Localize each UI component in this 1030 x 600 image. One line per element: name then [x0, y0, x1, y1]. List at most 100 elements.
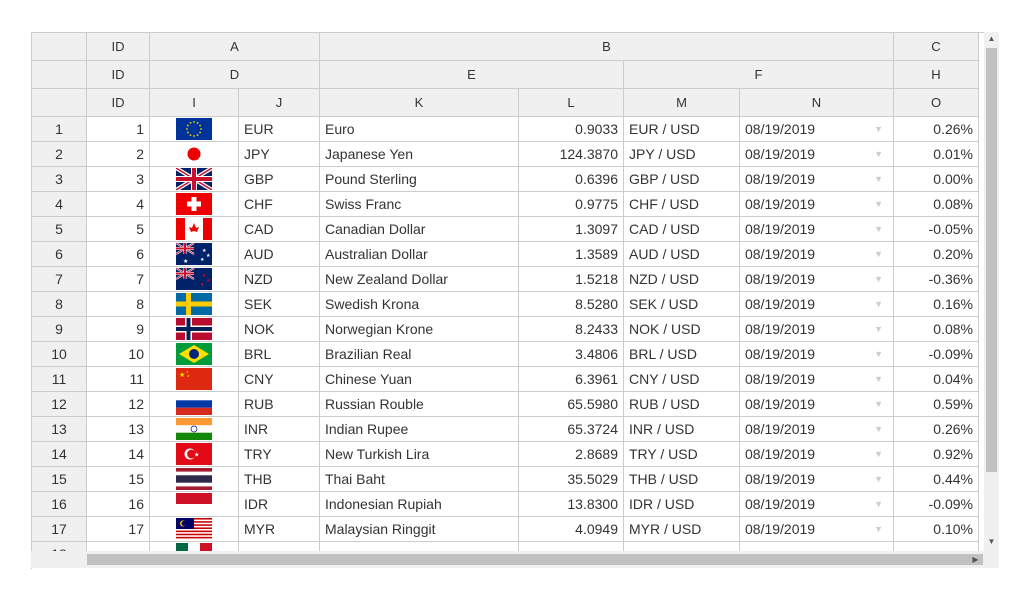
id-cell[interactable]: 6: [87, 242, 150, 267]
dropdown-arrow-icon[interactable]: ▼: [874, 524, 883, 534]
currency-name-cell[interactable]: Swedish Krona: [320, 292, 519, 317]
id-cell[interactable]: 8: [87, 292, 150, 317]
rate-cell[interactable]: 8.2433: [519, 317, 624, 342]
row-header-cell[interactable]: 3: [32, 167, 87, 192]
rate-cell[interactable]: 3.4806: [519, 342, 624, 367]
currency-name-cell[interactable]: Japanese Yen: [320, 142, 519, 167]
date-cell[interactable]: 08/19/2019 ▼: [740, 517, 894, 542]
currency-name-cell[interactable]: Russian Rouble: [320, 392, 519, 417]
date-cell[interactable]: 08/19/2019 ▼: [740, 467, 894, 492]
currency-name-cell[interactable]: New Zealand Dollar: [320, 267, 519, 292]
currency-code-cell[interactable]: IDR: [239, 492, 320, 517]
currency-name-cell[interactable]: Euro: [320, 117, 519, 142]
id-cell[interactable]: 7: [87, 267, 150, 292]
flag-cell[interactable]: [150, 142, 239, 167]
date-cell[interactable]: 08/19/2019 ▼: [740, 292, 894, 317]
currency-code-cell[interactable]: GBP: [239, 167, 320, 192]
date-cell[interactable]: 08/19/2019 ▼: [740, 367, 894, 392]
dropdown-arrow-icon[interactable]: ▼: [874, 449, 883, 459]
scroll-up-icon[interactable]: ▲: [987, 34, 996, 43]
row-header-cell[interactable]: 8: [32, 292, 87, 317]
date-cell[interactable]: 08/19/2019 ▼: [740, 217, 894, 242]
horizontal-scroll-thumb[interactable]: [87, 554, 983, 565]
change-cell[interactable]: 0.20%: [894, 242, 979, 267]
horizontal-scrollbar[interactable]: ▶: [31, 551, 999, 568]
change-cell[interactable]: -0.05%: [894, 217, 979, 242]
rate-cell[interactable]: 0.9775: [519, 192, 624, 217]
currency-name-cell[interactable]: Chinese Yuan: [320, 367, 519, 392]
corner-header-cell[interactable]: [32, 61, 87, 89]
currency-name-cell[interactable]: Australian Dollar: [320, 242, 519, 267]
change-cell[interactable]: 0.00%: [894, 167, 979, 192]
currency-name-cell[interactable]: Thai Baht: [320, 467, 519, 492]
flag-cell[interactable]: ★ ★ ★: [150, 367, 239, 392]
dropdown-arrow-icon[interactable]: ▼: [874, 274, 883, 284]
change-cell[interactable]: 0.26%: [894, 117, 979, 142]
id-cell[interactable]: 2: [87, 142, 150, 167]
scroll-right-icon[interactable]: ▶: [972, 555, 979, 564]
change-cell[interactable]: 0.08%: [894, 317, 979, 342]
flag-cell[interactable]: ★: [150, 442, 239, 467]
pair-cell[interactable]: NZD / USD: [624, 267, 740, 292]
dropdown-arrow-icon[interactable]: ▼: [874, 424, 883, 434]
id-cell[interactable]: 12: [87, 392, 150, 417]
pair-cell[interactable]: NOK / USD: [624, 317, 740, 342]
flag-cell[interactable]: [150, 342, 239, 367]
pair-cell[interactable]: GBP / USD: [624, 167, 740, 192]
flag-cell[interactable]: [150, 392, 239, 417]
rate-cell[interactable]: 65.3724: [519, 417, 624, 442]
pair-cell[interactable]: BRL / USD: [624, 342, 740, 367]
currency-name-cell[interactable]: New Turkish Lira: [320, 442, 519, 467]
row-header-cell[interactable]: 1: [32, 117, 87, 142]
row-header-cell[interactable]: 10: [32, 342, 87, 367]
rate-cell[interactable]: 4.0949: [519, 517, 624, 542]
column-header-cell[interactable]: O: [894, 89, 979, 117]
date-cell[interactable]: 08/19/2019 ▼: [740, 142, 894, 167]
id-cell[interactable]: 4: [87, 192, 150, 217]
column-header-cell[interactable]: E: [320, 61, 624, 89]
rate-cell[interactable]: 8.5280: [519, 292, 624, 317]
currency-code-cell[interactable]: NZD: [239, 267, 320, 292]
change-cell[interactable]: 0.04%: [894, 367, 979, 392]
change-cell[interactable]: 0.10%: [894, 517, 979, 542]
row-header-cell[interactable]: 17: [32, 517, 87, 542]
id-cell[interactable]: 13: [87, 417, 150, 442]
change-cell[interactable]: 0.08%: [894, 192, 979, 217]
corner-header-cell[interactable]: [32, 33, 87, 61]
date-cell[interactable]: 08/19/2019 ▼: [740, 192, 894, 217]
currency-code-cell[interactable]: RUB: [239, 392, 320, 417]
currency-code-cell[interactable]: SEK: [239, 292, 320, 317]
change-cell[interactable]: 0.59%: [894, 392, 979, 417]
row-header-cell[interactable]: 9: [32, 317, 87, 342]
row-header-cell[interactable]: 16: [32, 492, 87, 517]
change-cell[interactable]: -0.09%: [894, 342, 979, 367]
id-cell[interactable]: 9: [87, 317, 150, 342]
row-header-cell[interactable]: 15: [32, 467, 87, 492]
rate-cell[interactable]: 1.3589: [519, 242, 624, 267]
pair-cell[interactable]: THB / USD: [624, 467, 740, 492]
rate-cell[interactable]: 1.5218: [519, 267, 624, 292]
id-cell[interactable]: 10: [87, 342, 150, 367]
dropdown-arrow-icon[interactable]: ▼: [874, 199, 883, 209]
date-cell[interactable]: 08/19/2019 ▼: [740, 317, 894, 342]
column-header-cell[interactable]: D: [150, 61, 320, 89]
flag-cell[interactable]: [150, 417, 239, 442]
column-header-cell[interactable]: J: [239, 89, 320, 117]
corner-header-cell[interactable]: [32, 89, 87, 117]
column-header-cell[interactable]: I: [150, 89, 239, 117]
currency-code-cell[interactable]: NOK: [239, 317, 320, 342]
flag-cell[interactable]: [150, 317, 239, 342]
column-header-cell[interactable]: F: [624, 61, 894, 89]
currency-name-cell[interactable]: Indonesian Rupiah: [320, 492, 519, 517]
row-header-cell[interactable]: 13: [32, 417, 87, 442]
currency-name-cell[interactable]: Pound Sterling: [320, 167, 519, 192]
id-cell[interactable]: 3: [87, 167, 150, 192]
change-cell[interactable]: 0.44%: [894, 467, 979, 492]
row-header-cell[interactable]: 12: [32, 392, 87, 417]
rate-cell[interactable]: 124.3870: [519, 142, 624, 167]
pair-cell[interactable]: JPY / USD: [624, 142, 740, 167]
change-cell[interactable]: 0.16%: [894, 292, 979, 317]
flag-cell[interactable]: [150, 167, 239, 192]
date-cell[interactable]: 08/19/2019 ▼: [740, 442, 894, 467]
id-cell[interactable]: 5: [87, 217, 150, 242]
